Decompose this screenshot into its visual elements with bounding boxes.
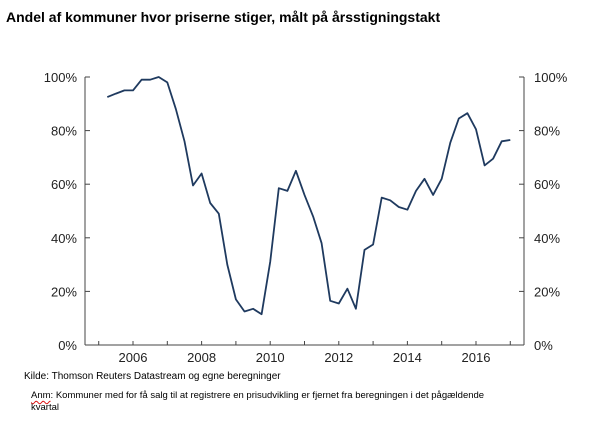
footnote-text: : Kommuner med for få salg til at regist…: [31, 390, 485, 413]
y-tick-label-left: 40%: [51, 231, 77, 246]
x-tick-label: 2016: [462, 350, 491, 365]
x-tick-label: 2006: [119, 350, 148, 365]
y-tick-label-right: 60%: [534, 177, 560, 192]
chart-title: Andel af kommuner hvor priserne stiger, …: [6, 9, 441, 25]
x-tick-label: 2010: [256, 350, 285, 365]
y-tick-label-right: 40%: [534, 231, 560, 246]
y-tick-label-left: 20%: [51, 284, 77, 299]
y-tick-label-right: 20%: [534, 284, 560, 299]
y-tick-label-right: 100%: [534, 70, 568, 85]
y-tick-label-right: 0%: [534, 338, 553, 353]
y-tick-label-right: 80%: [534, 124, 560, 139]
y-tick-label-left: 60%: [51, 177, 77, 192]
x-tick-label: 2014: [393, 350, 422, 365]
x-tick-label: 2008: [187, 350, 216, 365]
y-tick-label-left: 0%: [58, 338, 77, 353]
y-tick-label-left: 80%: [51, 124, 77, 139]
x-tick-label: 2012: [324, 350, 353, 365]
footnote-prefix: Anm: [31, 390, 51, 401]
series-line: [106, 76, 511, 316]
footnote: Anm: Kommuner med for få salg til at reg…: [31, 390, 501, 414]
y-tick-label-left: 100%: [44, 70, 78, 85]
source-text: Kilde: Thomson Reuters Datastream og egn…: [24, 371, 281, 382]
